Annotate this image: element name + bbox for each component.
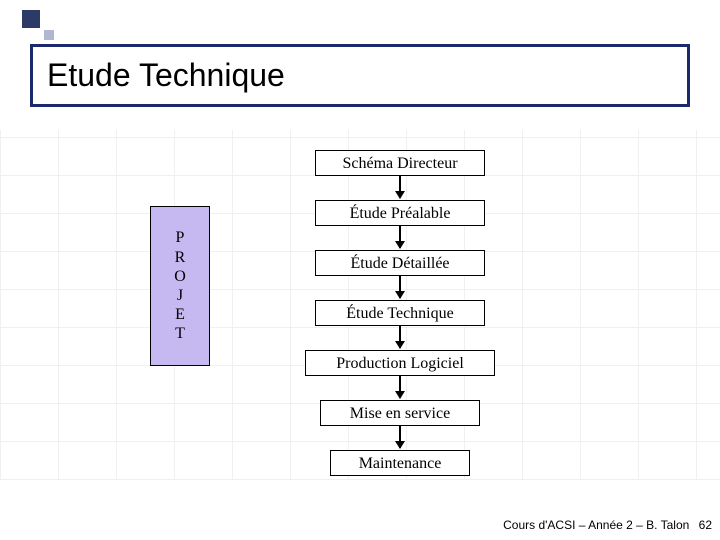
flow-arrow <box>399 226 401 248</box>
flow-node-schema: Schéma Directeur <box>315 150 485 176</box>
footer-text: Cours d'ACSI – Année 2 – B. Talon <box>503 518 689 532</box>
projet-letter: O <box>174 267 186 286</box>
accent-square-large <box>22 10 40 28</box>
flow-node-prealable: Étude Préalable <box>315 200 485 226</box>
footer-page: 62 <box>699 518 712 532</box>
projet-letter: E <box>175 305 185 324</box>
flow-arrow <box>399 176 401 198</box>
flow-arrow <box>399 376 401 398</box>
flow-node-production: Production Logiciel <box>305 350 495 376</box>
flow-node-technique: Étude Technique <box>315 300 485 326</box>
projet-letter: T <box>175 324 185 343</box>
projet-box: PROJET <box>150 206 210 366</box>
flow-arrow <box>399 426 401 448</box>
slide-title-box: Etude Technique <box>30 44 690 107</box>
diagram-stage: PROJET Schéma Directeur Étude Préalable Ét… <box>0 140 720 490</box>
accent-square-small <box>44 30 54 40</box>
projet-letter: J <box>177 286 183 305</box>
flow-node-maintenance: Maintenance <box>330 450 470 476</box>
flow-node-service: Mise en service <box>320 400 480 426</box>
flow-arrow <box>399 326 401 348</box>
flow-arrow <box>399 276 401 298</box>
projet-letter: R <box>175 248 186 267</box>
projet-letter: P <box>176 228 185 247</box>
slide-title: Etude Technique <box>47 57 673 94</box>
slide-footer: Cours d'ACSI – Année 2 – B. Talon 62 <box>503 518 712 532</box>
flow-node-detaillee: Étude Détaillée <box>315 250 485 276</box>
